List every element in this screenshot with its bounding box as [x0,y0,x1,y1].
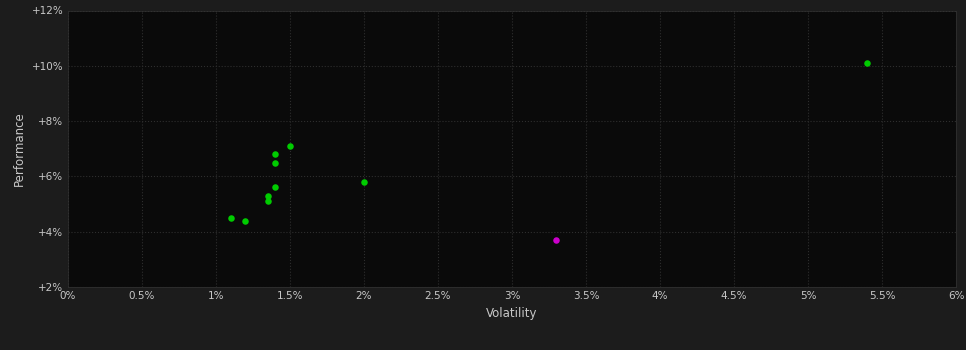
Point [268,160,283,166]
Point [268,152,283,157]
Y-axis label: Performance: Performance [14,111,26,186]
Point [549,237,564,243]
Point [238,218,253,223]
Point [268,185,283,190]
X-axis label: Volatility: Volatility [486,307,538,320]
Point [223,215,239,221]
Point [260,193,275,198]
Point [356,179,372,185]
Point [282,143,298,149]
Point [260,198,275,204]
Point [860,60,875,66]
